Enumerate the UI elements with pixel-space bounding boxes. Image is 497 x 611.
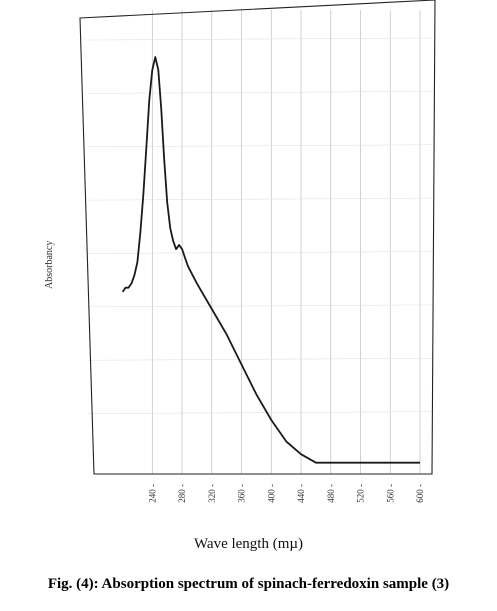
x-tick-label: 520 - (356, 484, 366, 503)
y-gridline (87, 91, 433, 94)
x-axis-label: Wave length (mµ) (193, 536, 304, 552)
grid-layer (87, 10, 433, 474)
absorbance-series-line (121, 56, 420, 464)
x-tick-label: 360 - (237, 484, 247, 503)
plot-frame (79, 0, 436, 475)
y-gridline (87, 197, 433, 201)
y-gridline (87, 357, 433, 361)
x-tick-label: 480 - (326, 484, 336, 503)
y-gridline (87, 37, 433, 41)
y-gridline (87, 411, 433, 414)
x-tick-label: 280 - (177, 484, 187, 503)
series-layer (121, 56, 420, 464)
y-axis-label: Absorbancy (44, 240, 55, 290)
x-tick-label: 240 - (147, 484, 157, 503)
x-tick-label: 600 - (415, 484, 425, 503)
y-gridline (87, 304, 433, 308)
y-gridline (87, 144, 433, 148)
x-tick-label: 320 - (207, 484, 217, 503)
figure-caption: Fig. (4): Absorption spectrum of spinach… (47, 576, 450, 592)
x-tick-label: 400 - (266, 484, 276, 503)
x-tick-label: 440 - (296, 484, 306, 503)
x-tick-label: 560 - (385, 484, 395, 503)
x-tick-labels: 240 - 280 - 320 - 360 - 400 - 440 - 480 - 520 -… (147, 484, 425, 503)
y-gridline (87, 251, 433, 254)
